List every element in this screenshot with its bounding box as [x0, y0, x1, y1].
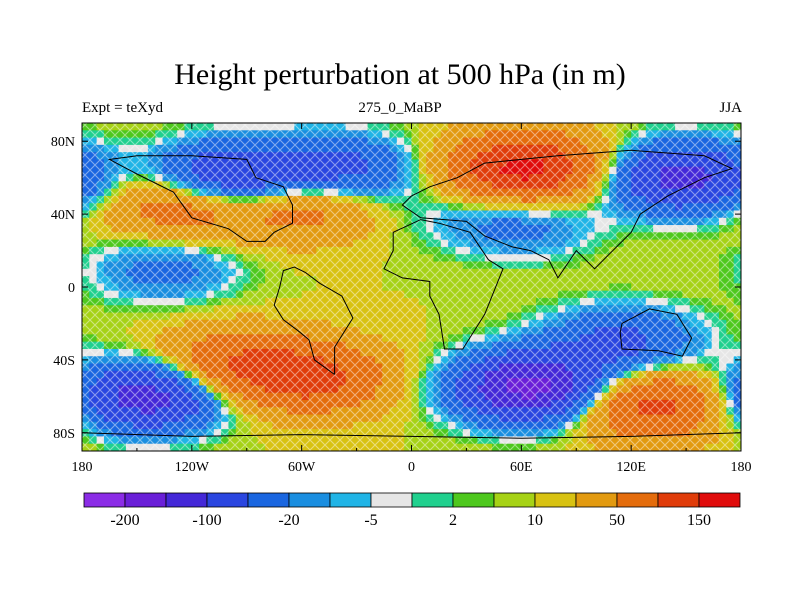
x-tick-label: 0: [408, 460, 415, 475]
left-string: Expt = teXyd: [82, 100, 163, 116]
colorbar-box: [329, 492, 372, 508]
colorbar-box: [493, 492, 536, 508]
colorbar-box: [575, 492, 618, 508]
colorbar-box: [124, 492, 167, 508]
y-tick-label: 40S: [53, 354, 75, 369]
colorbar-box: [165, 492, 208, 508]
colorbar-box: [288, 492, 331, 508]
axes: 180 120W 60W 0 60E 120E 180 80N 40N 0 40S 80S: [51, 123, 752, 475]
y-tick-label: 80S: [53, 427, 75, 442]
colorbar-box: [370, 492, 413, 508]
colorbar-box: [206, 492, 249, 508]
colorbar-label: -20: [278, 512, 299, 529]
x-tick-label: 120E: [616, 460, 646, 475]
x-tick-label: 180: [72, 460, 93, 475]
colorbar-box: [83, 492, 126, 508]
center-string: 275_0_MaBP: [358, 100, 442, 116]
colorbar-box: [452, 492, 495, 508]
colorbar-label: 2: [449, 512, 457, 529]
colorbar-label: 150: [687, 512, 711, 529]
colorbar-box: [698, 492, 741, 508]
coastline: [82, 432, 741, 439]
colorbar-label: 50: [609, 512, 625, 529]
y-tick-label: 0: [68, 281, 75, 296]
colorbar-box: [616, 492, 659, 508]
coastlines: [82, 149, 741, 439]
coastline: [107, 155, 293, 242]
colorbar-box: [247, 492, 290, 508]
y-tick-label: 80N: [51, 135, 75, 150]
colorbar-label: 10: [527, 512, 543, 529]
colorbar-label: -200: [110, 512, 139, 529]
coastline: [273, 266, 354, 375]
colorbar: -200 -100 -20 -5 2 10 50 150: [83, 492, 741, 529]
hatch-overlay: [82, 123, 741, 451]
coastline: [401, 149, 734, 279]
chart-title: Height perturbation at 500 hPa (in m): [174, 58, 626, 91]
x-tick-label: 120W: [175, 460, 210, 475]
colorbar-label: -100: [192, 512, 221, 529]
colorbar-box: [534, 492, 577, 508]
colorbar-label: -5: [364, 512, 377, 529]
right-string: JJA: [719, 100, 742, 116]
x-tick-label: 60W: [288, 460, 316, 475]
x-tick-label: 60E: [510, 460, 533, 475]
x-tick-label: 180: [731, 460, 752, 475]
coastline: [383, 219, 504, 350]
coastline: [619, 308, 693, 357]
colorbar-box: [657, 492, 700, 508]
colorbar-box: [411, 492, 454, 508]
y-tick-label: 40N: [51, 208, 75, 223]
